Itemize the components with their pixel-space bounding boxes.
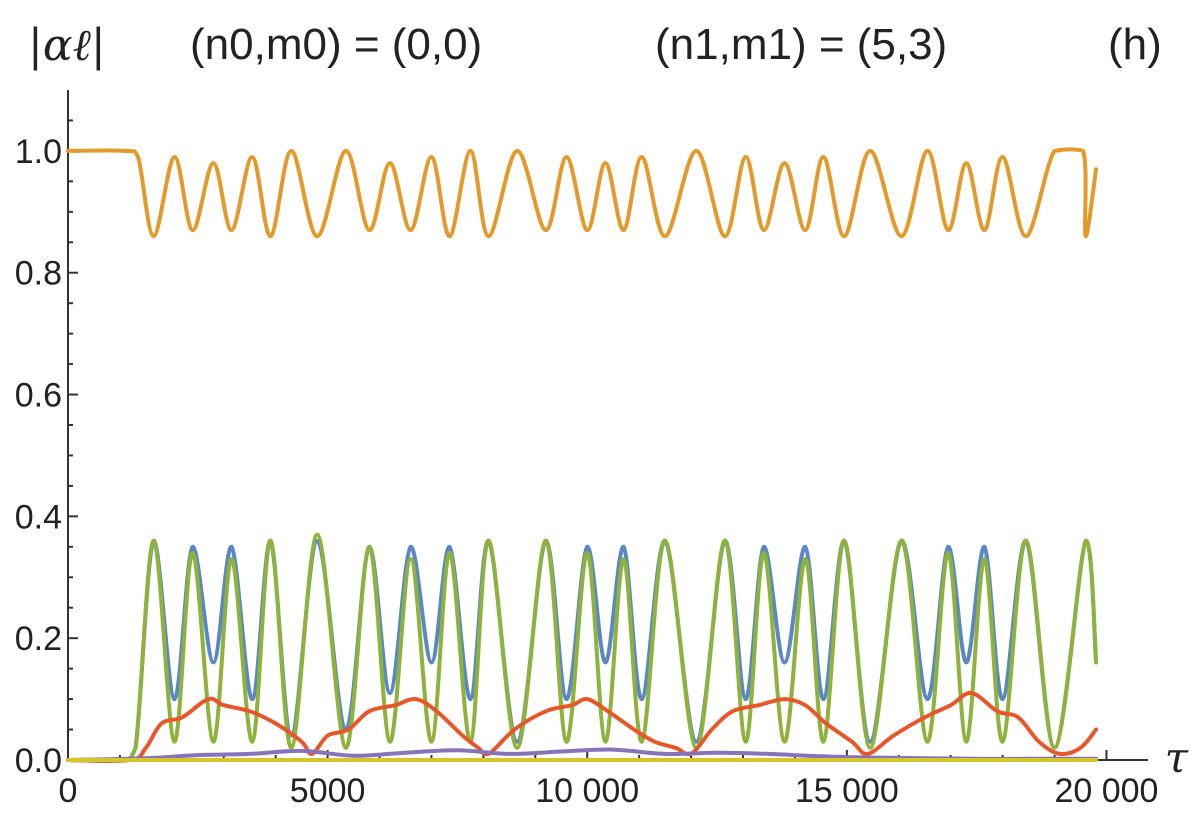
- y-tick-label: 0.8: [15, 255, 62, 293]
- series-line-3: [66, 532, 1099, 763]
- y-axis-label-text: |αℓ|: [28, 20, 106, 71]
- series-layer: [66, 147, 1099, 763]
- panel-label-text: (h): [1108, 20, 1162, 69]
- series-line-4: [66, 690, 1099, 763]
- x-tick-label: 5000: [290, 772, 366, 810]
- x-tick-label: 20 000: [1054, 772, 1158, 810]
- series-line-1: [66, 147, 1099, 239]
- y-tick-label: 0.4: [15, 498, 62, 536]
- panel-label: (h): [1108, 20, 1162, 70]
- x-tick-label: 15 000: [795, 772, 899, 810]
- y-tick-label: 1.0: [15, 133, 62, 171]
- final-state-label: (n1,m1) = (5,3): [655, 20, 947, 70]
- axes: 0 5000 10 000 15 000 20 000 0.0 0.2 0.4 0.6 0.8 1.…: [15, 90, 1158, 810]
- initial-state-label: (n0,m0) = (0,0): [190, 20, 482, 70]
- y-tick-label: 0.2: [15, 620, 62, 658]
- y-tick-label: 0.6: [15, 377, 62, 415]
- y-tick-label: 0.0: [15, 742, 62, 780]
- initial-state-text: (n0,m0) = (0,0): [190, 20, 483, 69]
- y-axis-label: |αℓ|: [28, 20, 106, 71]
- x-tick-label: 10 000: [535, 772, 639, 810]
- x-axis-label: τ: [1165, 733, 1189, 782]
- final-state-text: (n1,m1) = (5,3): [655, 20, 948, 69]
- x-tick-label: 0: [59, 772, 78, 810]
